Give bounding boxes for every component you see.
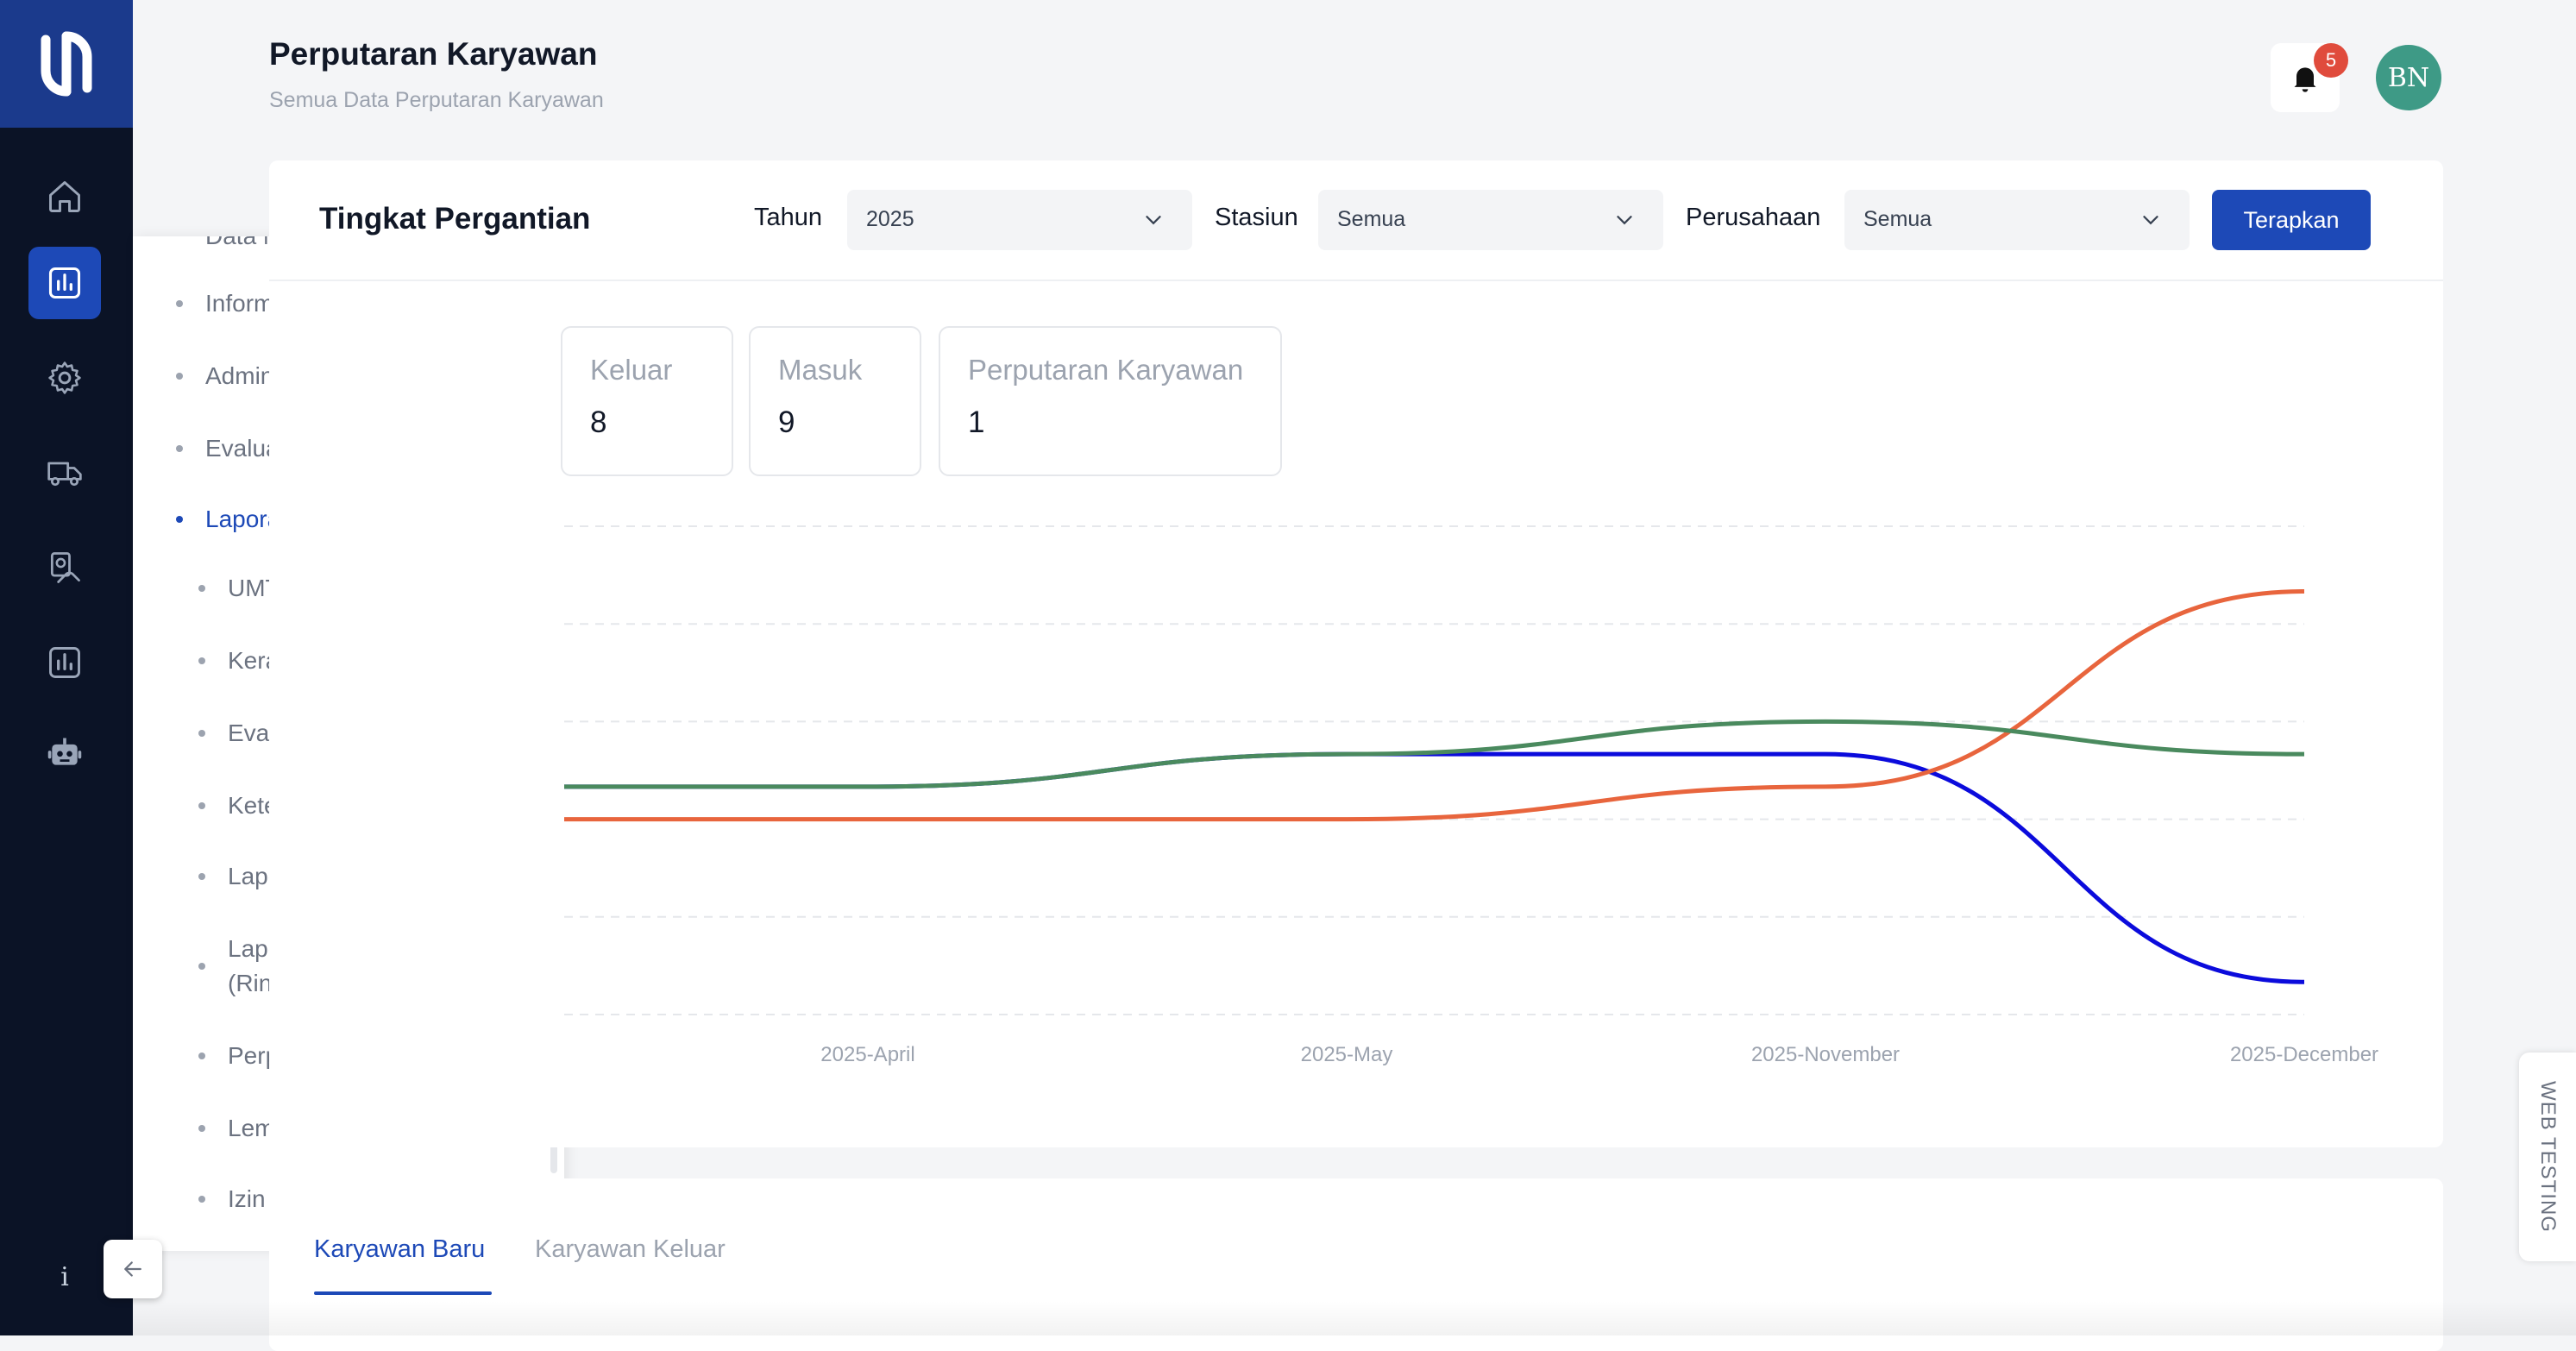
tahun-label: Tahun bbox=[754, 204, 823, 231]
info-button[interactable]: i bbox=[60, 1261, 69, 1292]
app-logo[interactable] bbox=[0, 0, 133, 128]
stat-label: Masuk bbox=[778, 354, 863, 386]
turnover-card bbox=[269, 160, 2443, 1147]
home-icon bbox=[49, 181, 80, 212]
chevron-down-icon bbox=[1617, 216, 1632, 225]
stasiun-label: Stasiun bbox=[1215, 204, 1298, 231]
nav-home[interactable] bbox=[28, 160, 101, 233]
card-divider bbox=[269, 280, 2443, 281]
bullet-icon bbox=[176, 516, 183, 523]
bullet-icon bbox=[176, 300, 183, 307]
nav-payroll[interactable] bbox=[28, 531, 101, 604]
nav-analytics[interactable] bbox=[28, 626, 101, 699]
hand-coin-icon bbox=[50, 552, 80, 583]
perusahaan-label: Perusahaan bbox=[1686, 204, 1821, 231]
stat-keluar: Keluar 8 bbox=[561, 326, 733, 476]
settings-gear-icon bbox=[48, 361, 81, 394]
stasiun-select[interactable]: Semua bbox=[1318, 190, 1663, 250]
stat-value: 8 bbox=[590, 405, 607, 439]
arrow-left-icon bbox=[124, 1261, 141, 1277]
bullet-icon bbox=[198, 1196, 205, 1203]
page-title: Perputaran Karyawan bbox=[269, 36, 598, 72]
card-title: Tingkat Pergantian bbox=[319, 202, 591, 236]
nav-bot[interactable] bbox=[28, 716, 101, 789]
bullet-icon bbox=[198, 963, 205, 970]
web-testing-side-tab[interactable]: WEB TESTING bbox=[2519, 1053, 2576, 1261]
chevron-down-icon bbox=[1146, 216, 1161, 225]
perusahaan-select-value: Semua bbox=[1863, 207, 1932, 231]
stat-masuk: Masuk 9 bbox=[749, 326, 921, 476]
chart-series-line-3 bbox=[564, 719, 2305, 789]
employee-list-card bbox=[269, 1178, 2443, 1351]
stat-perputaran-karyawan: Perputaran Karyawan 1 bbox=[939, 326, 1282, 476]
bullet-icon bbox=[198, 1125, 205, 1132]
bullet-icon bbox=[198, 802, 205, 809]
web-testing-label: WEB TESTING bbox=[2536, 1081, 2560, 1233]
chevron-down-icon bbox=[2143, 216, 2158, 225]
user-avatar[interactable]: BN bbox=[2376, 45, 2441, 110]
collapse-sidebar-button[interactable] bbox=[104, 1240, 162, 1298]
stat-value: 9 bbox=[778, 405, 795, 439]
report-chart-icon bbox=[48, 267, 81, 299]
stasiun-select-value: Semua bbox=[1337, 207, 1406, 231]
perusahaan-select[interactable]: Semua bbox=[1844, 190, 2190, 250]
x-tick-label: 2025-April bbox=[820, 1043, 914, 1066]
bell-icon bbox=[2294, 67, 2316, 92]
notification-count-badge: 5 bbox=[2314, 43, 2348, 78]
bullet-icon bbox=[176, 373, 183, 380]
stat-value: 1 bbox=[968, 405, 985, 439]
page-subtitle: Semua Data Perputaran Karyawan bbox=[269, 88, 604, 112]
x-tick-label: 2025-November bbox=[1751, 1043, 1900, 1066]
tab-karyawan-keluar[interactable]: Karyawan Keluar bbox=[535, 1235, 726, 1263]
stat-label: Keluar bbox=[590, 354, 673, 386]
robot-icon bbox=[47, 738, 82, 765]
nav-settings[interactable] bbox=[28, 342, 101, 414]
active-tab-indicator bbox=[314, 1291, 492, 1295]
chart-series-line-2 bbox=[564, 588, 2305, 822]
x-tick-label: 2025-May bbox=[1301, 1043, 1393, 1066]
x-tick-label: 2025-December bbox=[2230, 1043, 2378, 1066]
nav-transport[interactable] bbox=[28, 437, 101, 509]
bullet-icon bbox=[198, 1053, 205, 1059]
tahun-select[interactable]: 2025 bbox=[847, 190, 1192, 250]
tahun-select-value: 2025 bbox=[866, 207, 914, 231]
truck-icon bbox=[47, 462, 82, 487]
bullet-icon bbox=[176, 445, 183, 452]
bullet-icon bbox=[198, 730, 205, 737]
nav-reports[interactable] bbox=[28, 247, 101, 319]
bullet-icon bbox=[198, 873, 205, 880]
bar-chart-icon bbox=[49, 647, 80, 678]
bottom-shadow bbox=[133, 1301, 2576, 1335]
apply-filter-button[interactable]: Terapkan bbox=[2212, 190, 2371, 250]
logo-icon bbox=[41, 31, 92, 97]
icon-rail: i bbox=[0, 0, 133, 1335]
bullet-icon bbox=[198, 657, 205, 664]
stat-label: Perputaran Karyawan bbox=[968, 354, 1244, 386]
tab-karyawan-baru[interactable]: Karyawan Baru bbox=[314, 1235, 486, 1263]
bullet-icon bbox=[198, 585, 205, 592]
